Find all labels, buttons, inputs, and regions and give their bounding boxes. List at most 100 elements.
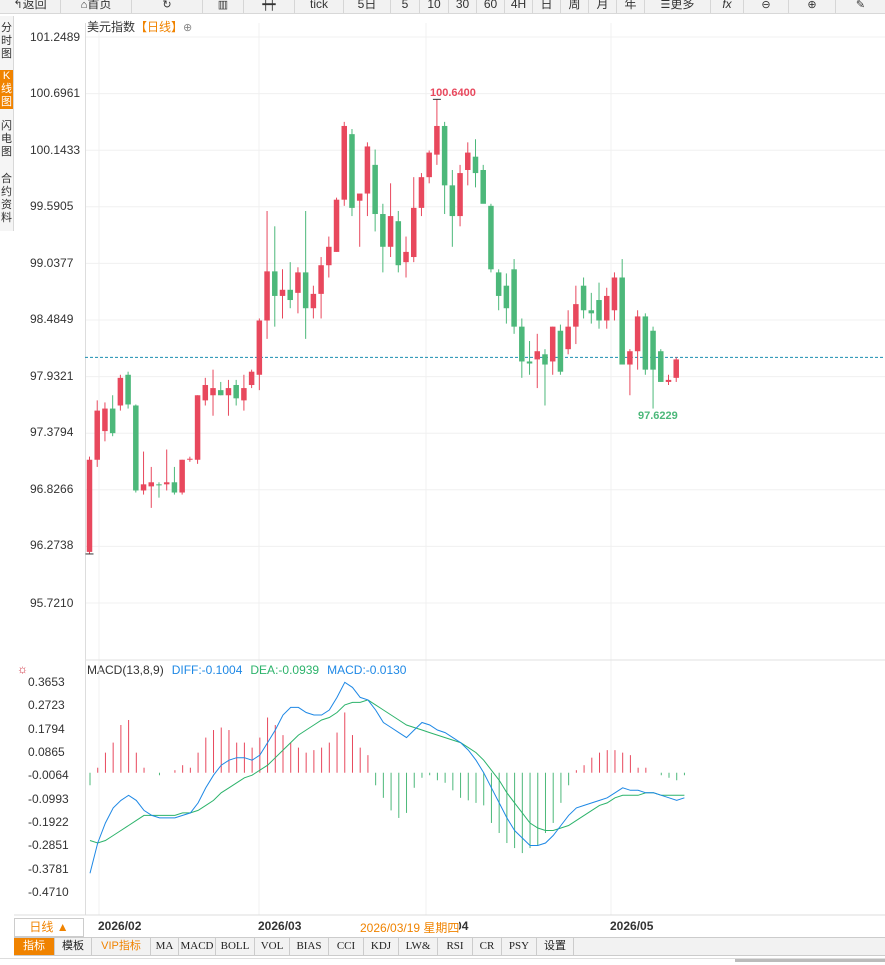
candle-body	[94, 410, 100, 460]
candle-body	[349, 134, 355, 208]
y-tick-label: 101.2489	[30, 30, 81, 44]
candle-body	[86, 459, 93, 552]
candle-body	[650, 330, 656, 370]
indicator-cr[interactable]: CR	[473, 938, 502, 955]
candle-body	[434, 125, 440, 155]
indicator-vol[interactable]: VOL	[255, 938, 290, 955]
dea-line	[89, 699, 685, 844]
x-tick-label: 2026/05	[610, 919, 654, 933]
candle-body	[503, 285, 510, 309]
y-tick-label: 100.6961	[30, 86, 81, 100]
macd-settings-icon[interactable]: ☼	[17, 662, 28, 676]
bar-chart-button[interactable]: ▥	[203, 0, 244, 13]
macd-diff-value: DIFF:-0.1004	[171, 663, 243, 677]
candle-body	[148, 482, 155, 487]
indicator-rsi[interactable]: RSI	[438, 938, 473, 955]
5day-button[interactable]: 5日	[344, 0, 391, 13]
macd-y-tick-label: -0.2851	[28, 838, 69, 852]
indicator-ma[interactable]: MA	[151, 938, 179, 955]
candle-body	[372, 164, 378, 215]
macd-y-tick-label: -0.0993	[28, 792, 69, 806]
tab-contract-info[interactable]: 合约资料	[1, 173, 12, 224]
candle-body	[133, 405, 139, 491]
candle-body	[557, 330, 564, 372]
toolbar: ↰返回 ⌂首页 ↻ ▥ ┿┿ tick 5日 5 10 30 60 4H 日 周…	[0, 0, 885, 14]
candle-body	[596, 300, 602, 321]
zoom-out-button[interactable]: ⊖	[744, 0, 789, 13]
macd-y-tick-label: 0.3653	[28, 675, 65, 689]
fx-button[interactable]: fx	[711, 0, 744, 13]
tab-kline[interactable]: K线图	[0, 70, 13, 109]
settings-icon[interactable]: ⊕	[183, 22, 193, 34]
more-button[interactable]: ☰更多	[645, 0, 711, 13]
day-button[interactable]: 日	[533, 0, 561, 13]
candle-body	[264, 271, 270, 321]
4hour-button[interactable]: 4H	[505, 0, 533, 13]
x-tick-label: 2026/03	[258, 919, 302, 933]
year-button[interactable]: 年	[617, 0, 645, 13]
indicator-psy[interactable]: PSY	[502, 938, 537, 955]
candle-body	[441, 125, 448, 186]
candle-body	[673, 359, 679, 378]
indicator-macd[interactable]: MACD	[179, 938, 216, 955]
refresh-button[interactable]: ↻	[132, 0, 203, 13]
candle-body	[117, 377, 124, 406]
diff-line	[89, 681, 685, 874]
candle-body	[341, 125, 348, 200]
horizontal-scrollbar[interactable]	[735, 959, 885, 962]
zoom-in-button[interactable]: ⊕	[789, 0, 836, 13]
candle-body	[658, 351, 664, 382]
60min-button[interactable]: 60	[477, 0, 505, 13]
5min-button[interactable]: 5	[391, 0, 420, 13]
macd-y-tick-label: 0.0865	[28, 745, 65, 759]
candlestick-icon: ┿┿	[262, 0, 276, 11]
candle-body	[241, 388, 247, 401]
home-icon: ⌂	[80, 0, 88, 11]
candle-body	[642, 316, 649, 370]
tick-button[interactable]: tick	[295, 0, 344, 13]
candle-body	[279, 289, 286, 296]
side-tabs: 分时图 K线图 闪电图 合约资料	[0, 16, 14, 231]
candle-body	[580, 285, 587, 311]
candle-body	[179, 459, 185, 493]
macd-pane	[89, 681, 685, 874]
indicator-boll[interactable]: BOLL	[216, 938, 255, 955]
candle-body	[248, 371, 255, 386]
macd-y-tick-label: -0.0064	[28, 768, 69, 782]
month-button[interactable]: 月	[589, 0, 617, 13]
period-selector[interactable]: 日线 ▲	[14, 918, 84, 937]
week-button[interactable]: 周	[561, 0, 589, 13]
kline-chart[interactable]	[0, 14, 885, 934]
candle-body	[287, 289, 293, 301]
30min-button[interactable]: 30	[449, 0, 477, 13]
candle-body	[125, 374, 131, 405]
tab-indicators[interactable]: 指标	[14, 938, 55, 955]
candle-body	[542, 354, 548, 365]
indicator-kdj[interactable]: KDJ	[364, 938, 399, 955]
bar-chart-icon: ▥	[217, 0, 229, 11]
candle-body	[573, 304, 579, 327]
candle-body	[565, 326, 571, 350]
home-button[interactable]: ⌂首页	[61, 0, 132, 13]
candlestick-button[interactable]: ┿┿	[244, 0, 295, 13]
indicator-settings[interactable]: 设置	[537, 938, 574, 955]
macd-y-tick-label: -0.1922	[28, 815, 69, 829]
candle-body	[102, 408, 108, 432]
indicator-bar: 指标 模板 VIP指标 MA MACD BOLL VOL BIAS CCI KD…	[14, 937, 885, 956]
x-tick-label: 2026/02	[98, 919, 142, 933]
indicator-cci[interactable]: CCI	[329, 938, 364, 955]
draw-button[interactable]: ✎	[836, 0, 885, 13]
tab-timeshare[interactable]: 分时图	[1, 22, 12, 60]
candle-body	[217, 390, 224, 396]
low-price-label: 97.6229	[638, 410, 678, 422]
indicator-lw[interactable]: LW&	[399, 938, 438, 955]
indicator-bias[interactable]: BIAS	[290, 938, 329, 955]
10min-button[interactable]: 10	[420, 0, 449, 13]
back-button[interactable]: ↰返回	[0, 0, 61, 13]
candle-body	[295, 272, 301, 293]
candle-body	[418, 177, 425, 208]
tab-flash-chart[interactable]: 闪电图	[1, 120, 12, 158]
tab-vip-indicators[interactable]: VIP指标	[92, 938, 151, 955]
candle-body	[457, 173, 463, 217]
tab-templates[interactable]: 模板	[55, 938, 92, 955]
